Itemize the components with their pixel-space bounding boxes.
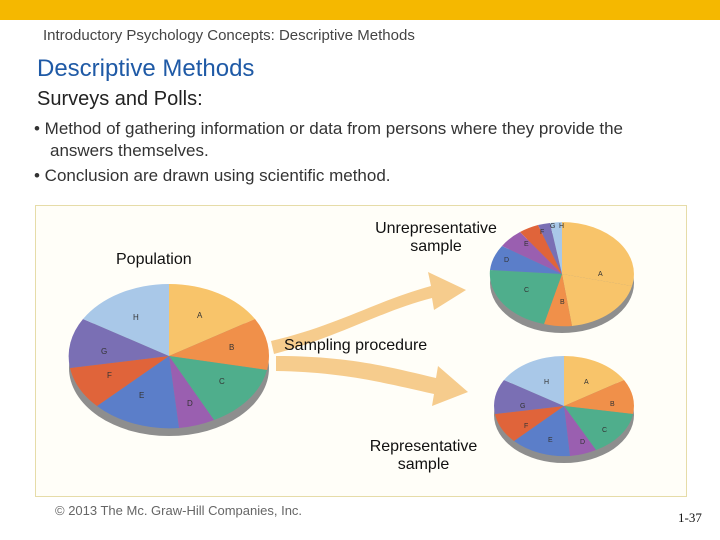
svg-text:F: F [540,229,544,236]
svg-text:B: B [560,299,565,306]
arrow-up [271,272,466,354]
svg-text:B: B [610,401,615,408]
svg-text:F: F [107,371,112,380]
arrow-down [276,356,468,406]
svg-text:D: D [187,399,193,408]
page-number: 1-37 [678,510,702,525]
svg-text:F: F [524,423,528,430]
population-label: Population [116,251,192,268]
population-pie: A B C D E F G H [68,283,269,436]
accent-bar [0,0,720,20]
slide-header: Introductory Psychology Concepts: Descri… [43,27,415,44]
svg-text:D: D [504,257,509,264]
svg-text:H: H [559,223,564,230]
bullet-item: • Conclusion are drawn using scientific … [34,166,391,185]
sampling-procedure-label: Sampling procedure [284,337,428,354]
copyright-text: © 2013 The Mc. Graw-Hill Companies, Inc. [55,503,303,518]
svg-text:E: E [139,391,144,400]
svg-text:E: E [524,241,529,248]
svg-text:E: E [548,437,553,444]
svg-text:C: C [524,287,529,294]
bullet-list: • Method of gathering information or dat… [30,118,680,190]
svg-text:G: G [101,347,107,356]
bullet-item: • Method of gathering information or dat… [34,119,623,160]
svg-text:B: B [229,343,234,352]
svg-text:G: G [520,403,525,410]
svg-text:D: D [580,439,585,446]
svg-text:A: A [598,271,603,278]
svg-text:C: C [602,427,607,434]
unrepresentative-sample-label: Unrepresentative sample [375,220,497,255]
svg-text:A: A [584,379,589,386]
slide-subtitle: Surveys and Polls: [37,88,203,110]
representative-pie: A B C D E F G H [494,355,634,463]
representative-sample-label: Representative sample [369,438,478,473]
slide-title: Descriptive Methods [37,55,255,82]
svg-text:G: G [550,223,555,230]
svg-text:A: A [197,311,203,320]
svg-text:C: C [219,377,225,386]
svg-text:H: H [544,379,549,386]
svg-text:H: H [133,313,139,322]
